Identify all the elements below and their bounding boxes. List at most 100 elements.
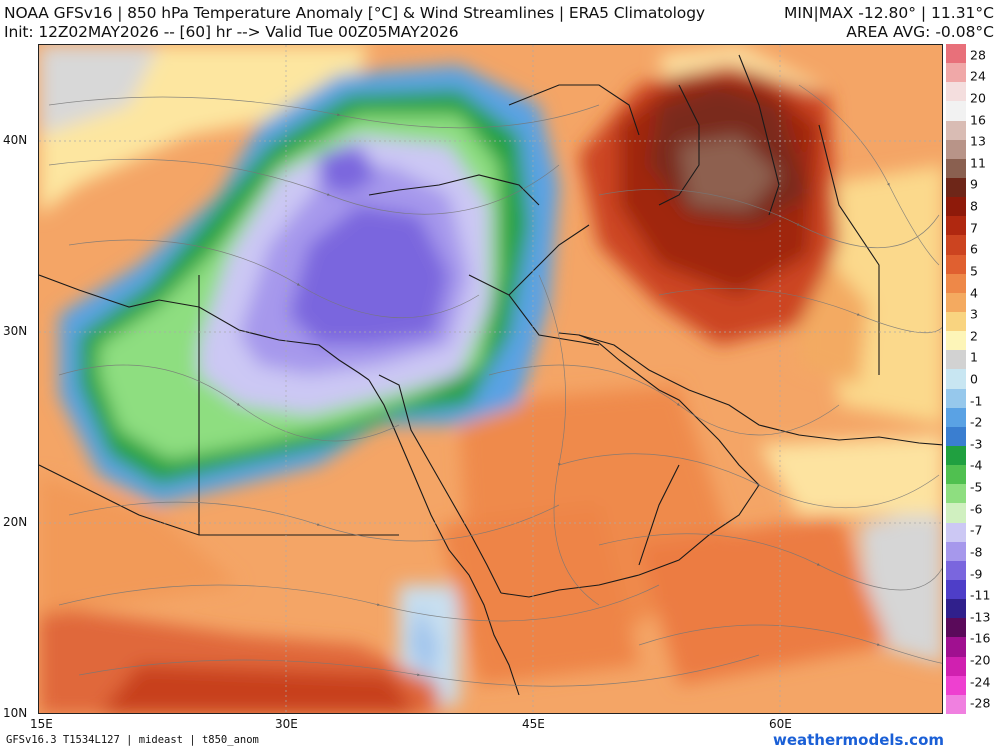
scale-swatch [946,312,966,332]
africa-north-coast [39,274,370,381]
yemen-oman-border [638,464,680,566]
minmax-readout: MIN|MAX -12.80° | 11.31°C [783,4,994,22]
scale-swatch [946,694,966,715]
scale-swatch [946,82,966,102]
scale-tick-label: 6 [970,241,978,257]
scale-tick-label: -24 [970,674,991,690]
scale-tick-label: 20 [970,90,986,106]
scale-swatch [946,541,966,562]
scale-tick-label: -2 [970,414,983,430]
lon-label-15e: 15E [30,717,53,731]
coastlines-and-borders [39,54,942,696]
scale-swatch [946,446,966,466]
model-footer: GFSv16.3 T1534L127 | mideast | t850_anom [6,734,259,746]
scale-tick-label: -16 [970,630,991,646]
scale-tick-label: 8 [970,198,978,214]
scale-tick-label: -7 [970,522,983,538]
iraq-saudi-border [468,274,600,346]
scale-swatch [946,465,966,485]
scale-tick-label: -5 [970,479,983,495]
scale-tick-label: -11 [970,587,991,603]
scale-swatch [946,350,966,370]
init-valid-line: Init: 12Z02MAY2026 -- [60] hr --> Valid … [4,23,459,41]
scale-swatch [946,139,966,160]
scale-swatch [946,580,966,600]
scale-swatch [946,369,966,390]
scale-swatch [946,599,966,619]
page-title: NOAA GFSv16 | 850 hPa Temperature Anomal… [4,4,706,22]
scale-swatch [946,407,966,428]
scale-tick-label: 16 [970,112,986,128]
scale-tick-label: 3 [970,306,978,322]
scale-swatch [946,656,966,677]
lat-label-10n: 10N [3,706,28,720]
scale-swatch [946,216,966,236]
red-sea-east-coast [378,374,502,594]
scale-swatch [946,101,966,122]
arabia-south-coast [500,439,760,598]
persian-gulf-east-coast [578,334,942,446]
scale-swatch [946,292,966,313]
scale-tick-label: -8 [970,544,983,560]
scale-swatch [946,484,966,504]
scale-tick-label: 24 [970,68,986,84]
anomaly-shading [39,45,942,713]
scale-swatch [946,503,966,524]
caspian-west-coast [658,84,700,206]
black-sea-coast [508,84,640,136]
anomaly-map[interactable] [38,44,943,714]
header-left: NOAA GFSv16 | 850 hPa Temperature Anomal… [4,4,705,42]
scale-tick-label: -1 [970,393,983,409]
scale-swatch [946,675,966,696]
scale-tick-label: 2 [970,328,978,344]
lon-label-30e: 30E [275,717,298,731]
scale-swatch [946,44,966,64]
lat-label-40n: 40N [3,133,28,147]
scale-tick-label: 1 [970,349,978,365]
scale-tick-label: 28 [970,47,986,63]
scale-swatch [946,235,966,256]
lon-label-60e: 60E [769,717,792,731]
wind-streamlines [48,84,942,687]
scale-tick-label: 5 [970,263,978,279]
scale-swatch [946,63,966,83]
lat-label-30n: 30N [3,324,28,338]
iraq-iran-border [508,224,590,296]
scale-swatch [946,158,966,179]
scale-tick-label: -4 [970,457,983,473]
afghanistan-border [818,124,880,375]
lat-label-20n: 20N [3,515,28,529]
scale-tick-label: 0 [970,371,978,387]
anatolia-south-coast [368,174,540,206]
scale-swatch [946,273,966,294]
scale-swatch [946,120,966,141]
scale-tick-label: -28 [970,695,991,711]
scale-tick-label: 4 [970,285,978,301]
scale-tick-label: -13 [970,609,991,625]
scale-swatch [946,178,966,198]
map-canvas [39,45,942,713]
scale-tick-label: 13 [970,133,986,149]
lon-label-45e: 45E [522,717,545,731]
scale-tick-label: -20 [970,652,991,668]
scale-swatch [946,197,966,217]
scale-tick-label: 7 [970,220,978,236]
scale-swatch [946,560,966,581]
graticule [39,45,942,713]
scale-tick-label: 9 [970,176,978,192]
persian-gulf-west [558,332,720,441]
scale-tick-label: 11 [970,155,986,171]
scale-tick-label: -6 [970,501,983,517]
scale-swatch [946,388,966,409]
site-watermark-link[interactable]: weathermodels.com [772,731,944,749]
scale-swatch [946,522,966,543]
caspian-east-coast [738,54,780,216]
header-right: MIN|MAX -12.80° | 11.31°C AREA AVG: -0.0… [784,4,994,42]
red-sea-west-coast [368,379,520,696]
scale-swatch [946,618,966,638]
scale-swatch [946,426,966,447]
color-scale-bar [946,44,966,715]
scale-swatch [946,254,966,275]
scale-swatch [946,637,966,658]
scale-tick-label: -9 [970,566,983,582]
